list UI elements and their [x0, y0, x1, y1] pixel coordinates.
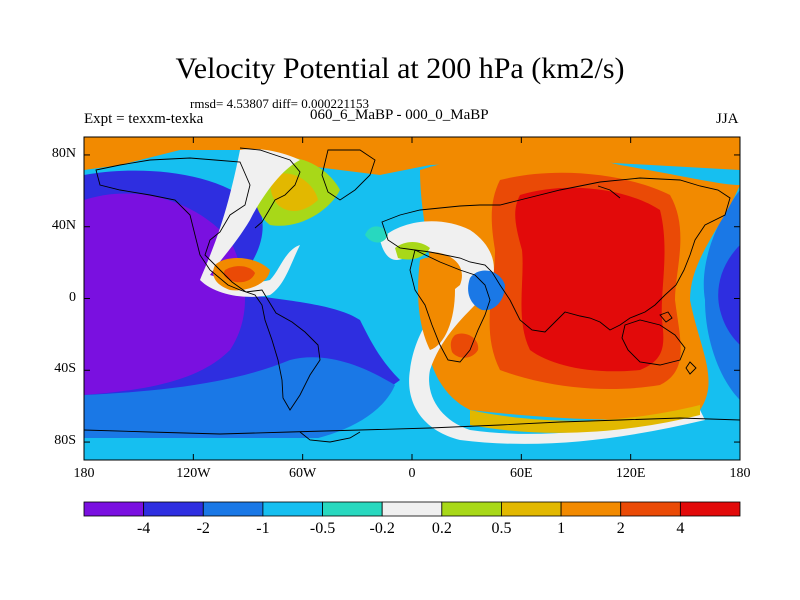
colorbar-swatch — [501, 501, 562, 517]
colorbar-swatch — [381, 501, 443, 517]
x-tick-label: 180 — [729, 466, 751, 481]
colorbar-swatch — [322, 501, 383, 517]
colorbar-swatch — [679, 501, 741, 517]
colorbar-label: -4 — [136, 520, 151, 537]
x-tick-label: 180 — [73, 466, 95, 481]
colorbar-swatch — [83, 501, 145, 517]
x-tick-label: 60E — [510, 466, 533, 481]
colorbar-swatch — [143, 501, 204, 517]
x-tick-label: 120E — [615, 466, 646, 481]
subtitle: 060_6_MaBP - 000_0_MaBP — [310, 107, 489, 123]
x-tick-label: 60W — [289, 466, 317, 481]
colorbar-label: 2 — [616, 520, 625, 537]
colorbar-label: -1 — [256, 520, 270, 537]
y-tick-label: 80N — [51, 145, 76, 161]
y-tick-label: 40N — [51, 217, 76, 233]
x-tick-label: 0 — [408, 466, 416, 481]
stats-text: rmsd= 4.53807 diff= 0.000221153 — [190, 96, 369, 111]
colorbar-label: 1 — [557, 520, 566, 537]
axis-ticks — [83, 137, 741, 460]
colorbar-label: 0.5 — [491, 520, 512, 537]
chart-title: Velocity Potential at 200 hPa (km2/s) — [175, 52, 625, 85]
colorbar-label: 0.2 — [431, 520, 452, 537]
x-tick-label: 120W — [176, 466, 211, 481]
colorbar — [83, 501, 741, 517]
colorbar-label: 4 — [676, 520, 685, 537]
y-tick-label: 40S — [54, 361, 76, 377]
colorbar-swatch — [560, 501, 622, 517]
season-label: JJA — [716, 111, 739, 127]
experiment-label: Expt = texxm-texka — [84, 111, 204, 127]
colorbar-label: -0.2 — [369, 520, 395, 537]
velocity-potential-field — [84, 137, 740, 460]
colorbar-swatch — [202, 501, 264, 517]
y-tick-label: 0 — [69, 289, 76, 305]
colorbar-label: -0.5 — [309, 520, 336, 537]
colorbar-swatch — [620, 501, 681, 517]
colorbar-label: -2 — [196, 520, 210, 537]
colorbar-swatch — [441, 501, 502, 517]
y-tick-label: 80S — [54, 433, 76, 449]
colorbar-swatch — [262, 501, 323, 517]
